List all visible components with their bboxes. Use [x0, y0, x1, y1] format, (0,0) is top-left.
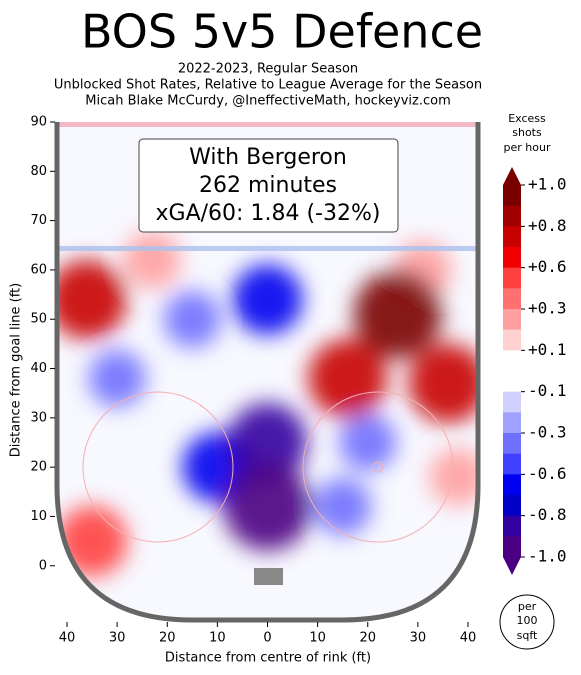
faceoff-circle	[82, 391, 234, 543]
x-tick-label: 20	[159, 631, 176, 646]
y-tick-label: 0	[39, 558, 47, 573]
colorbar-band	[503, 185, 521, 207]
subtitle: Unblocked Shot Rates, Relative to League…	[54, 78, 482, 93]
y-tick-label: 40	[30, 361, 47, 376]
colorbar-tick-label: +0.8	[528, 216, 567, 235]
x-tick-label: 10	[209, 631, 226, 646]
blue-line	[57, 246, 478, 251]
y-tick-label: 90	[30, 115, 47, 130]
y-tick-label: 50	[30, 312, 47, 327]
hotspot	[408, 343, 478, 423]
hotspot	[88, 349, 146, 407]
x-axis-label: Distance from centre of rink (ft)	[165, 651, 371, 666]
colorbar-band	[503, 267, 521, 289]
colorbar-band	[503, 474, 521, 496]
scale-note-circle	[499, 594, 555, 650]
y-tick-label: 20	[30, 460, 47, 475]
scale-note: sqft	[517, 629, 538, 642]
subtitle: Micah Blake McCurdy, @IneffectiveMath, h…	[85, 94, 451, 109]
x-tick-label: 40	[460, 631, 477, 646]
scale-note: per	[518, 600, 537, 613]
colorbar-band	[503, 350, 521, 372]
colorbar-band	[503, 247, 521, 269]
x-tick-label: 30	[410, 631, 427, 646]
colorbar-tick-label: +0.3	[528, 299, 567, 318]
colorbar-tick-label: -0.1	[528, 381, 567, 400]
hotspot	[123, 231, 181, 289]
hotspot	[353, 270, 442, 359]
hotspot	[163, 290, 221, 348]
colorbar-band	[503, 391, 521, 413]
hotspot	[339, 413, 397, 472]
colorbar-band	[503, 536, 521, 558]
faceoff-circle	[302, 391, 454, 543]
colorbar-band	[503, 433, 521, 455]
annotation: 262 minutes	[199, 173, 337, 198]
x-tick-label: 0	[263, 631, 271, 646]
colorbar-tick-label: -0.6	[528, 464, 567, 483]
colorbar-tick-label: +0.6	[528, 257, 567, 276]
goal-net	[254, 568, 283, 585]
x-tick-label: 30	[109, 631, 126, 646]
colorbar-band	[503, 412, 521, 434]
colorbar-tick-label: -1.0	[528, 547, 567, 566]
y-tick-label: 70	[30, 213, 47, 228]
colorbar-band	[503, 515, 521, 537]
y-tick-label: 60	[30, 262, 47, 277]
chart-title: BOS 5v5 Defence	[81, 5, 483, 59]
colorbar-band	[503, 495, 521, 517]
colorbar-band	[503, 329, 521, 351]
hotspot	[227, 402, 308, 483]
x-tick-label: 20	[359, 631, 376, 646]
subtitle: 2022-2023, Regular Season	[178, 62, 358, 77]
boards	[54, 122, 481, 623]
x-tick-label: 40	[59, 631, 76, 646]
colorbar-band	[503, 371, 521, 393]
colorbar-tick-label: +0.1	[528, 340, 567, 359]
colorbar-tick-label: +1.0	[528, 175, 567, 194]
y-axis-label: Distance from goal line (ft)	[9, 283, 24, 457]
y-tick-label: 30	[30, 410, 47, 425]
y-tick-label: 80	[30, 164, 47, 179]
colorbar-title: Excess	[508, 112, 546, 125]
colorbar-band	[503, 288, 521, 310]
faceoff-dot	[372, 461, 384, 473]
colorbar-title: shots	[512, 126, 542, 139]
hotspot	[232, 264, 303, 335]
annotation-box	[138, 138, 399, 233]
hotspot	[57, 505, 128, 577]
colorbar-title: per hour	[504, 141, 551, 154]
colorbar-tick-label: -0.3	[528, 423, 567, 442]
colorbar-band	[503, 205, 521, 227]
annotation: xGA/60: 1.84 (-32%)	[156, 201, 381, 226]
scale-note: 100	[517, 614, 538, 627]
colorbar-band	[503, 453, 521, 475]
hotspot	[308, 338, 388, 418]
hotspot	[314, 477, 372, 536]
colorbar-band	[503, 226, 521, 248]
hotspot	[429, 448, 478, 506]
colorbar-tip	[503, 557, 521, 575]
red-line	[57, 122, 478, 127]
heatmap	[57, 231, 478, 577]
y-tick-label: 10	[30, 509, 47, 524]
annotation: With Bergeron	[189, 145, 347, 170]
colorbar-tip	[503, 167, 521, 185]
colorbar-tick-label: -0.8	[528, 505, 567, 524]
hotspot	[57, 259, 127, 340]
x-tick-label: 10	[309, 631, 326, 646]
colorbar-band	[503, 309, 521, 331]
hotspot	[223, 462, 312, 551]
